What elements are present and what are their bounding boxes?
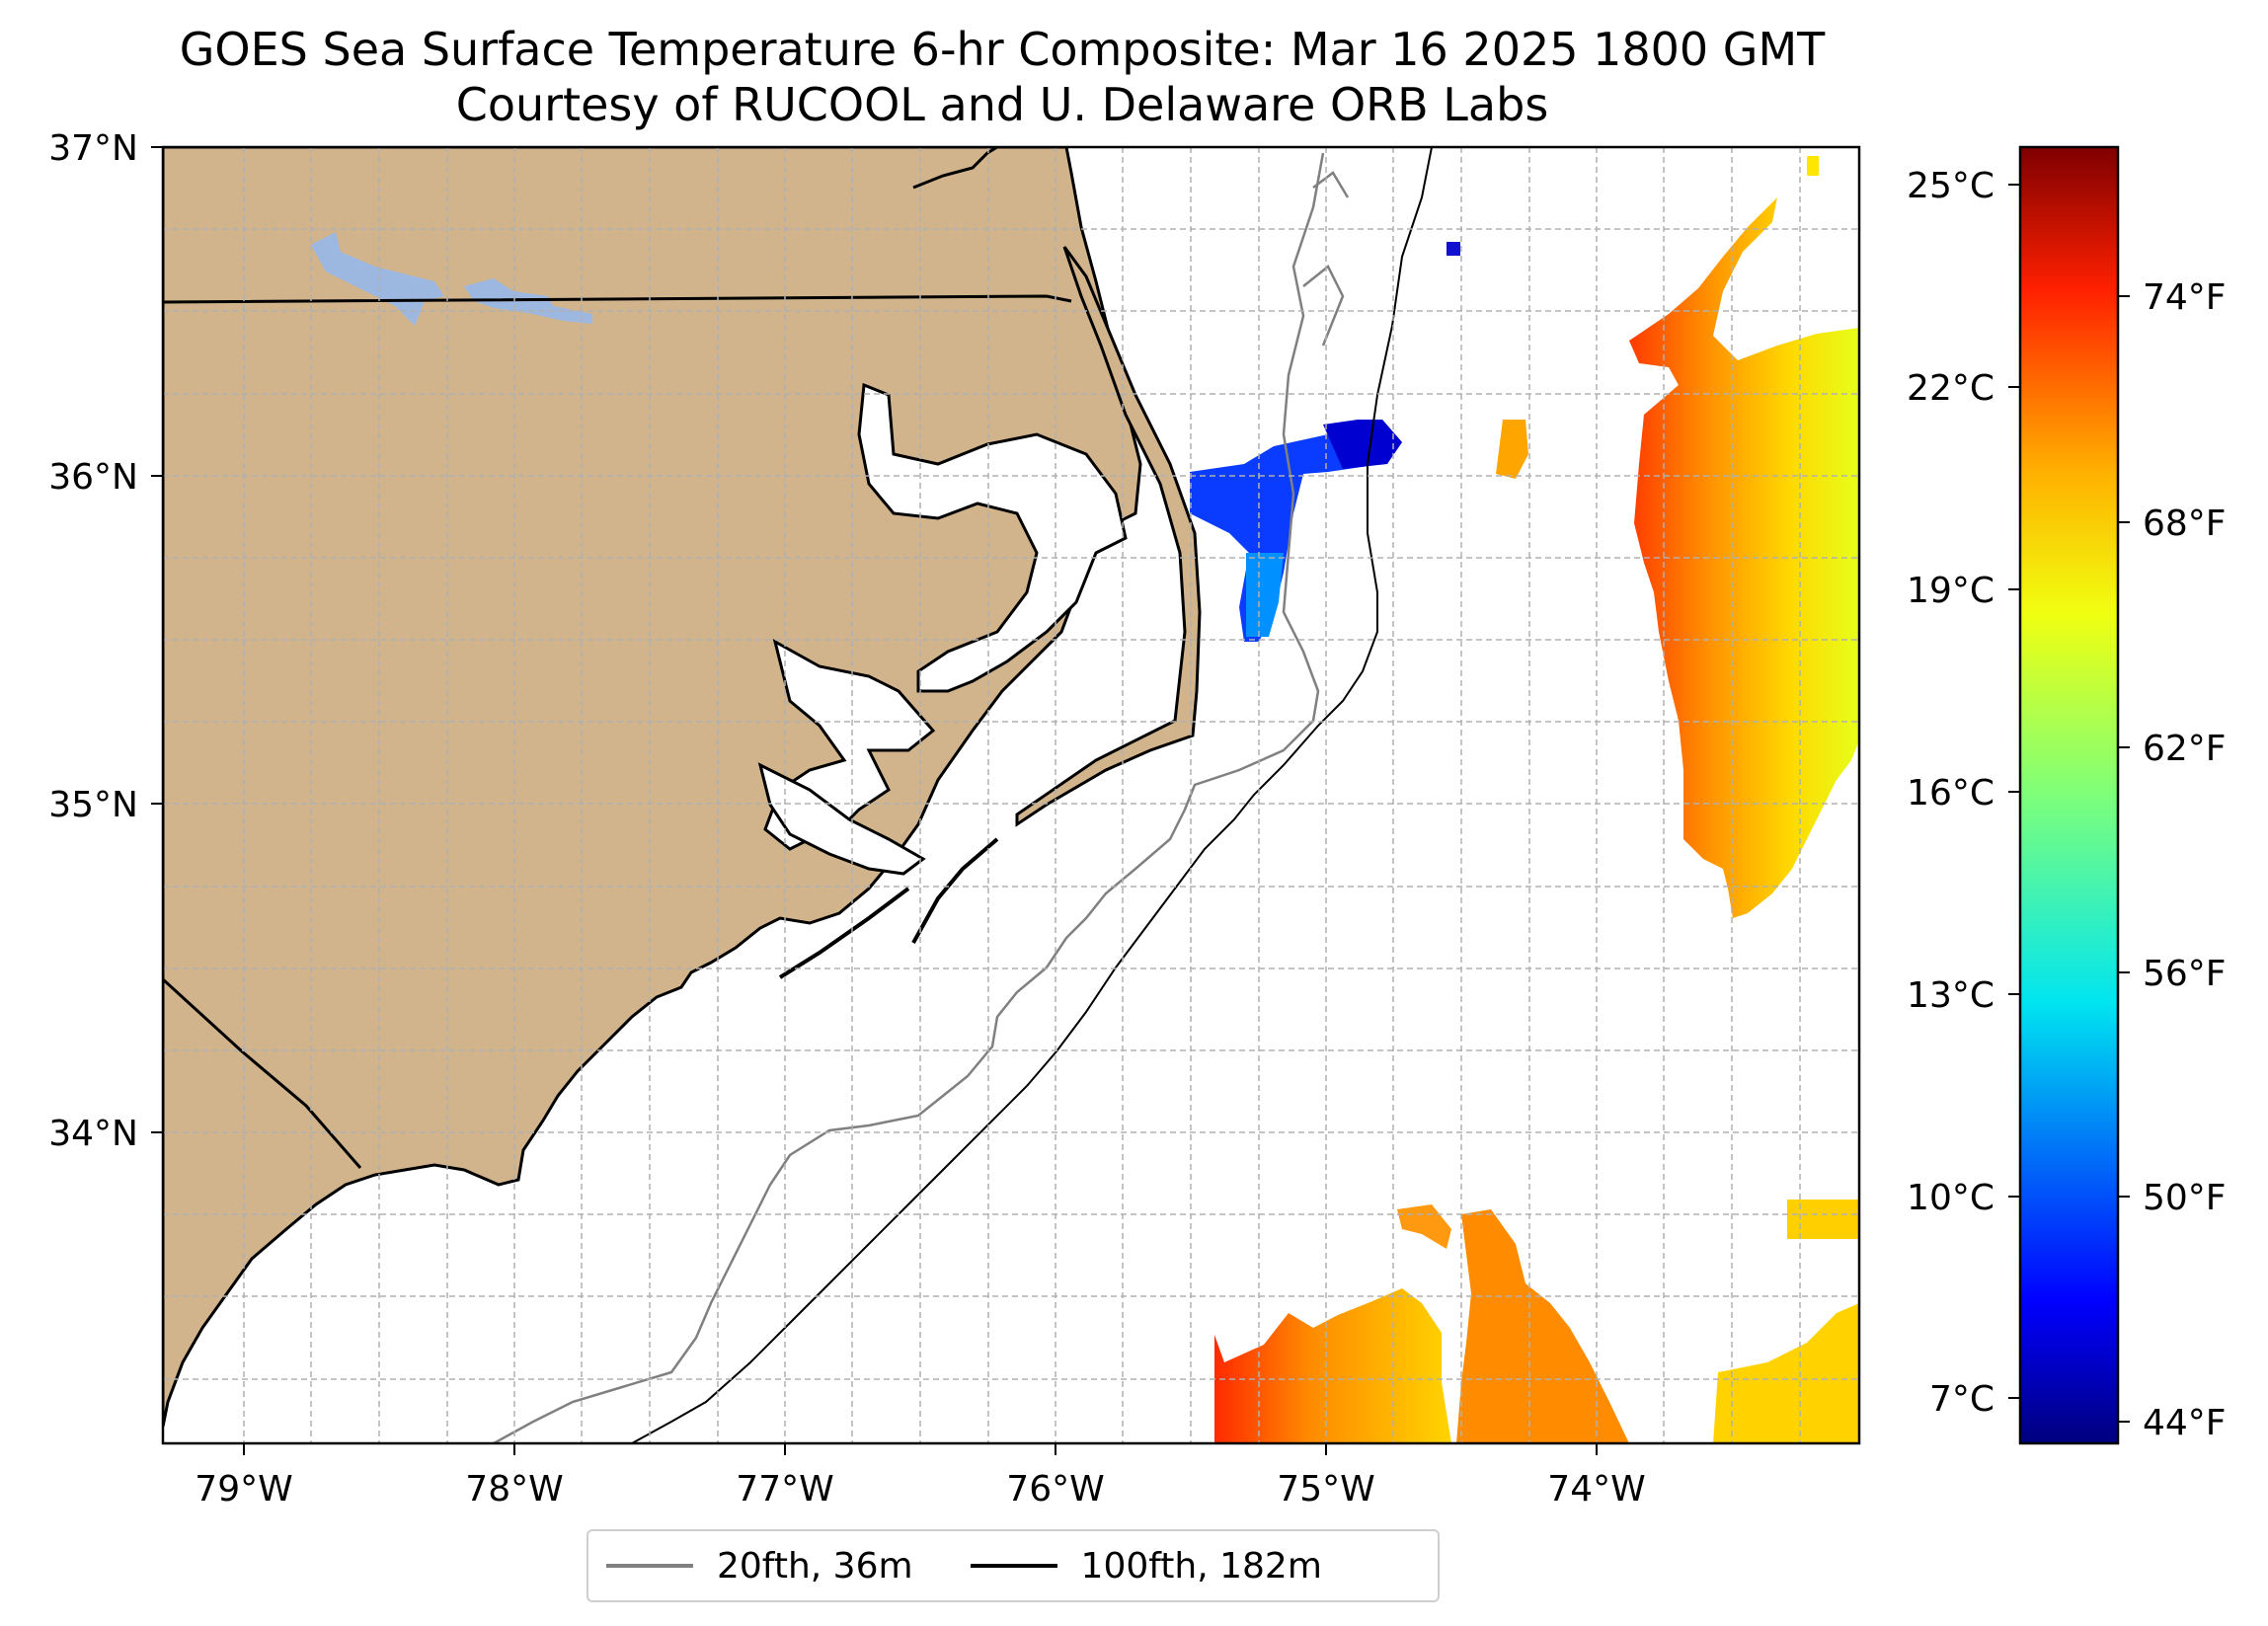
- lon-label-78w: 78°W: [465, 1469, 563, 1510]
- nc-va-border: [163, 294, 1072, 304]
- colorbar-label-22c: 22°C: [1907, 368, 1994, 409]
- cape-lookout-banks: [778, 837, 999, 979]
- lon-label-74w: 74°W: [1547, 1469, 1645, 1510]
- isobath-20fth: [493, 152, 1325, 1443]
- legend-label-20fth: 20fth, 36m: [717, 1545, 913, 1587]
- legend-item-20fth: 20fth, 36m: [606, 1546, 913, 1587]
- nc-sc-border: [163, 977, 362, 1169]
- graticule: [163, 147, 1859, 1443]
- lon-label-76w: 76°W: [1006, 1469, 1104, 1510]
- legend: 20fth, 36m 100fth, 182m: [587, 1529, 1440, 1602]
- map-subtitle: Courtesy of RUCOOL and U. Delaware ORB L…: [455, 78, 1549, 131]
- legend-item-100fth: 100fth, 182m: [970, 1545, 1322, 1587]
- outer-banks: [1015, 246, 1202, 827]
- sst-south-patch-1: [1214, 1288, 1451, 1443]
- colorbar-label-13c: 13°C: [1907, 975, 1994, 1016]
- virginia-coast: [912, 147, 998, 190]
- map-frame: [161, 145, 1861, 1445]
- lat-label-35n: 35°N: [48, 785, 138, 825]
- colorbar-label-16c: 16°C: [1907, 773, 1994, 813]
- lat-label-34n: 34°N: [48, 1114, 138, 1154]
- sst-south-patch-2: [1456, 1209, 1629, 1443]
- isobath-20fth-shoals: [1302, 171, 1350, 347]
- albemarle-sound: [857, 382, 1128, 693]
- legend-line-black: [970, 1564, 1057, 1568]
- colorbar-label-44f: 44°F: [2143, 1403, 2227, 1443]
- sst-south-patch-5: [1787, 1200, 1859, 1239]
- colorbar-label-25c: 25°C: [1907, 166, 1994, 206]
- colorbar-label-50f: 50°F: [2143, 1178, 2227, 1218]
- sst-south-patch-4: [1713, 1303, 1859, 1443]
- neuse-estuary: [757, 762, 926, 876]
- colorbar-label-10c: 10°C: [1907, 1178, 1994, 1218]
- sst-cold-patch-light: [1246, 553, 1284, 637]
- kerr-lake: [311, 232, 592, 326]
- sst-speck: [1447, 242, 1460, 256]
- colorbar-ticks: [2008, 184, 2130, 1423]
- lat-label-37n: 37°N: [48, 128, 138, 169]
- colorbar-label-7c: 7°C: [1929, 1379, 1994, 1420]
- lon-label-75w: 75°W: [1277, 1469, 1374, 1510]
- colorbar-label-56f: 56°F: [2143, 954, 2227, 994]
- sst-cold-patch-deep: [1323, 420, 1402, 469]
- colorbar-label-74f: 74°F: [2143, 277, 2227, 318]
- colorbar: [2018, 145, 2120, 1445]
- colorbar-label-62f: 62°F: [2143, 729, 2227, 769]
- map-title: GOES Sea Surface Temperature 6-hr Compos…: [179, 23, 1826, 76]
- lon-label-77w: 77°W: [736, 1469, 833, 1510]
- sst-south-patch-3: [1397, 1204, 1451, 1249]
- legend-label-100fth: 100fth, 182m: [1080, 1545, 1322, 1587]
- colorbar-label-19c: 19°C: [1907, 571, 1994, 611]
- colorbar-label-68f: 68°F: [2143, 503, 2227, 544]
- lat-label-36n: 36°N: [48, 457, 138, 498]
- lon-label-79w: 79°W: [195, 1469, 292, 1510]
- sst-patch: [1807, 156, 1819, 176]
- sst-warm-patch: [1496, 420, 1528, 479]
- map-ticks: [151, 146, 1598, 1455]
- legend-line-gray: [606, 1564, 693, 1568]
- map-area: [163, 147, 1859, 1443]
